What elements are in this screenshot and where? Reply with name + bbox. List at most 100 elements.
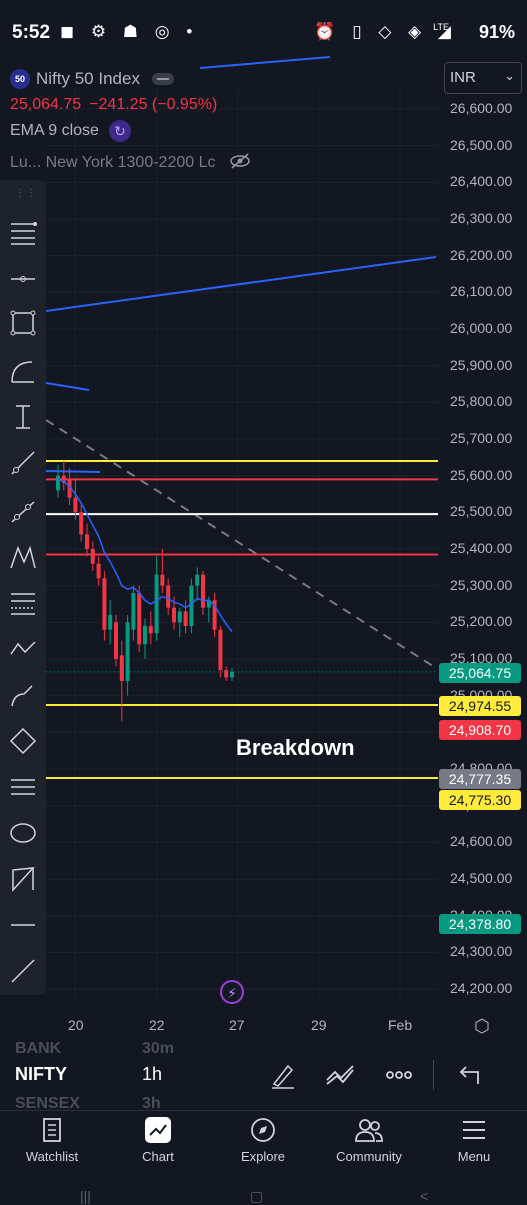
horizontal-lines-tool-icon[interactable]	[4, 212, 42, 250]
rotated-rectangle-tool-icon[interactable]	[4, 722, 42, 760]
system-nav-bar: ||| ▢ <	[0, 1176, 527, 1204]
tab-label: Community	[336, 1149, 402, 1164]
ghost-symbol-below: SENSEX	[15, 1095, 80, 1112]
drag-handle-icon[interactable]: ⋮⋮	[15, 188, 37, 199]
tab-label: Explore	[240, 1149, 286, 1164]
tab-menu[interactable]: Menu	[429, 1117, 519, 1173]
candle-body	[143, 626, 147, 645]
candle-body	[177, 611, 182, 623]
fib-retracement-tool-icon[interactable]	[4, 584, 42, 622]
nav-back-icon[interactable]: <	[420, 1188, 429, 1204]
candle-body	[230, 671, 234, 678]
active-symbol[interactable]: NIFTY	[15, 1064, 67, 1084]
active-interval[interactable]: 1h	[142, 1064, 163, 1084]
candle-body	[131, 593, 136, 630]
candle-body	[172, 607, 176, 623]
price-tick-label: 26,300.00	[450, 210, 513, 226]
tab-explore[interactable]: Explore	[218, 1117, 308, 1173]
price-label: 24,775.30	[439, 790, 521, 810]
trend-line	[45, 256, 437, 312]
tab-community[interactable]: Community	[324, 1117, 414, 1173]
ray-tool-icon[interactable]	[4, 492, 42, 530]
time-tick-label: 22	[149, 1017, 165, 1033]
lightning-icon[interactable]: ⚡	[220, 980, 244, 1004]
session-indicator-label[interactable]: Lu... New York 1300-2200 Lc	[10, 154, 216, 171]
time-tick-label: Feb	[388, 1017, 413, 1033]
tab-label: Watchlist	[25, 1149, 79, 1164]
hamburger-menu-icon	[463, 1121, 485, 1139]
candle-body	[119, 655, 124, 681]
xabcd-pattern-tool-icon[interactable]	[4, 538, 42, 576]
path-tool-icon[interactable]	[4, 630, 42, 668]
ghost-interval-above: 30m	[142, 1040, 175, 1057]
indicators-icon[interactable]	[325, 1060, 355, 1090]
time-tick-label: 20	[68, 1017, 84, 1033]
brush-tool-icon[interactable]	[4, 676, 42, 714]
parallel-channel-tool-icon[interactable]	[4, 768, 42, 806]
candle-body	[90, 549, 95, 564]
more-options-icon[interactable]	[384, 1060, 414, 1090]
candle-body	[56, 475, 60, 491]
time-tick-label: 27	[229, 1017, 245, 1033]
tab-label: Menu	[457, 1149, 491, 1164]
tab-chart[interactable]: Chart	[113, 1117, 203, 1173]
symbol-title[interactable]: Nifty 50 Index	[36, 69, 140, 88]
watchlist-icon	[43, 1118, 61, 1142]
price-tick-label: 26,600.00	[450, 100, 513, 116]
collapse-legend-button[interactable]	[151, 73, 174, 85]
eye-off-icon[interactable]	[229, 152, 251, 174]
candle-body	[85, 534, 89, 549]
candle-body	[212, 600, 217, 630]
price-tick-label: 26,000.00	[450, 320, 513, 337]
candle-body	[67, 479, 72, 498]
candle-body	[73, 497, 78, 513]
price-label: 24,974.55	[439, 696, 521, 716]
drawing-pen-icon[interactable]	[268, 1060, 298, 1090]
breakdown-annotation[interactable]: Breakdown	[236, 735, 355, 760]
price-tick-label: 25,100.00	[450, 650, 513, 667]
arc-tool-icon[interactable]	[4, 352, 42, 390]
horizontal-ray-tool-icon[interactable]	[4, 260, 42, 298]
nav-home-icon[interactable]: ▢	[250, 1188, 264, 1204]
triangle-tool-icon[interactable]	[4, 860, 42, 898]
price-chart[interactable]	[0, 0, 527, 1041]
price-tick-label: 25,400.00	[450, 540, 513, 557]
rectangle-tool-icon[interactable]	[4, 304, 42, 342]
symbol-panel	[0, 1041, 527, 1110]
price-tick-label: 26,400.00	[450, 173, 513, 190]
settings-gear-icon[interactable]: ⬡	[474, 1016, 490, 1036]
last-price: 25,064.75	[10, 96, 82, 113]
price-tick-label: 24,600.00	[450, 833, 513, 850]
trend-line-tool-icon[interactable]	[4, 444, 42, 482]
candle-body	[160, 574, 165, 586]
candle-body	[166, 585, 171, 608]
ghost-symbol-above: BANK	[15, 1040, 62, 1057]
chart-icon	[145, 1117, 171, 1143]
undo-icon[interactable]	[454, 1060, 484, 1090]
horizontal-line-tool-icon[interactable]	[4, 906, 42, 944]
compass-icon	[251, 1118, 275, 1142]
price-tick-label: 25,300.00	[450, 576, 513, 593]
price-tick-label: 26,100.00	[450, 283, 513, 300]
action-divider	[433, 1060, 434, 1090]
battery-level: 91%	[478, 22, 515, 42]
line-tool-icon[interactable]	[4, 952, 42, 990]
trend-line	[45, 382, 90, 391]
price-tick-label: 25,800.00	[450, 393, 513, 410]
ema-indicator-label[interactable]: EMA 9 close	[10, 122, 99, 139]
price-tick-label: 26,500.00	[450, 136, 513, 153]
price-label: 24,777.35	[439, 769, 521, 789]
candle-body	[154, 574, 159, 634]
ghost-interval-below: 3h	[142, 1095, 161, 1112]
candle-body	[96, 563, 101, 579]
nav-recents-icon[interactable]: |||	[80, 1188, 91, 1204]
price-tick-label: 25,900.00	[450, 356, 513, 373]
candle-body	[224, 670, 229, 678]
currency-selector[interactable]: INR ⌄	[444, 62, 522, 94]
price-range-tool-icon[interactable]	[4, 398, 42, 436]
price-tick-label: 24,200.00	[450, 980, 513, 997]
ema-line	[57, 478, 233, 632]
tab-watchlist[interactable]: Watchlist	[7, 1117, 97, 1173]
ellipse-tool-icon[interactable]	[4, 814, 42, 852]
price-tick-label: 25,200.00	[450, 613, 513, 630]
